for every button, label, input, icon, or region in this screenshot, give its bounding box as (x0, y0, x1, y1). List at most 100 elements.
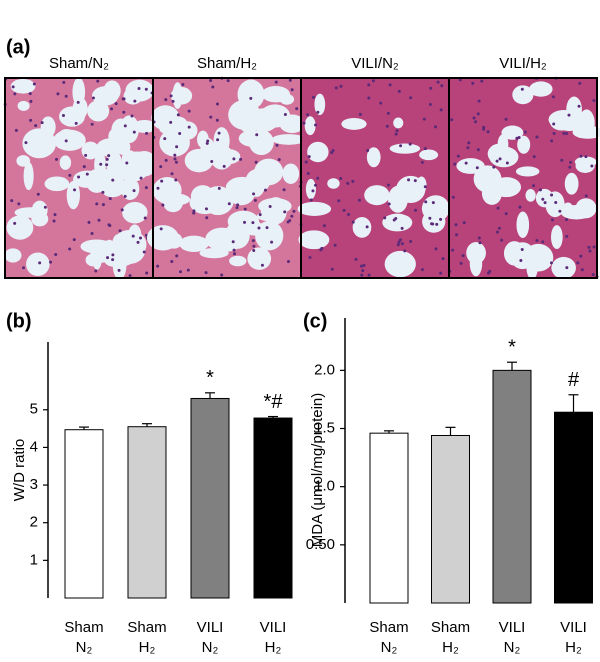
nucleus (394, 132, 398, 136)
alveolus (218, 149, 241, 165)
nucleus (110, 107, 114, 111)
nucleus (532, 184, 536, 188)
nucleus (252, 249, 256, 253)
nucleus (591, 273, 595, 277)
nucleus (351, 220, 355, 224)
nucleus (422, 117, 426, 121)
nucleus (567, 113, 571, 117)
nucleus (367, 273, 371, 277)
nucleus (24, 141, 28, 145)
alveolus (57, 128, 76, 148)
nucleus (252, 244, 256, 248)
nucleus (61, 114, 65, 118)
nucleus (552, 122, 556, 126)
y-axis-label: MDA (μmol/mg/protein) (309, 393, 326, 548)
nucleus (132, 189, 136, 193)
nucleus (569, 160, 573, 164)
nucleus (220, 273, 224, 277)
alveolus (304, 116, 316, 136)
image-frame (448, 77, 598, 279)
alveolus (512, 85, 534, 105)
alveolus (305, 178, 316, 200)
nucleus (95, 202, 99, 206)
nucleus (431, 222, 435, 226)
nucleus (383, 216, 387, 220)
nucleus (111, 258, 115, 262)
nucleus (541, 240, 545, 244)
nucleus (365, 225, 369, 229)
alveolus (197, 130, 209, 149)
nucleus (160, 179, 164, 183)
nucleus (216, 138, 220, 142)
nucleus (186, 268, 190, 272)
nucleus (360, 273, 364, 277)
nucleus (388, 83, 392, 87)
alveolus (146, 225, 179, 251)
nucleus (398, 238, 402, 242)
y-tick-label: 1.0 (314, 478, 335, 495)
nucleus (584, 155, 588, 159)
nucleus (351, 179, 355, 183)
image-label: Sham/H₂ (197, 55, 257, 72)
bar (554, 411, 593, 604)
nucleus (175, 145, 179, 149)
x-tick-label: N₂ (202, 639, 219, 656)
nucleus (53, 213, 57, 217)
nucleus (226, 79, 230, 83)
nucleus (72, 238, 76, 242)
nucleus (461, 254, 465, 258)
x-tick-label: H₂ (139, 639, 156, 656)
nucleus (306, 113, 310, 117)
nucleus (532, 155, 536, 159)
alveolus (525, 189, 536, 202)
nucleus (504, 117, 508, 121)
nucleus (217, 131, 221, 135)
y-tick-label: 1 (30, 551, 38, 568)
nucleus (283, 210, 287, 214)
nucleus (392, 218, 396, 222)
nucleus (111, 253, 115, 257)
nucleus (387, 202, 391, 206)
alveolus (85, 253, 101, 267)
y-tick-label: 5 (30, 401, 38, 418)
nucleus (64, 94, 68, 98)
nucleus (55, 157, 59, 161)
nucleus (169, 94, 173, 98)
nucleus (288, 219, 292, 223)
nucleus (36, 192, 40, 196)
nucleus (161, 203, 165, 207)
nucleus (500, 238, 504, 242)
nucleus (565, 132, 569, 136)
nucleus (565, 218, 569, 222)
alveolus (550, 225, 563, 250)
nucleus (192, 211, 196, 215)
nucleus (209, 115, 213, 119)
alveolus (248, 129, 274, 156)
nucleus (277, 158, 281, 162)
nucleus (379, 101, 383, 105)
nucleus (231, 240, 235, 244)
nucleus (139, 236, 143, 240)
nucleus (590, 164, 594, 168)
nucleus (38, 261, 42, 265)
nucleus (339, 177, 343, 181)
alveolus (487, 143, 512, 164)
nucleus (84, 153, 88, 157)
alveolus (529, 81, 553, 97)
nucleus (579, 154, 583, 158)
nucleus (156, 264, 160, 268)
panel-label: (c) (303, 310, 327, 332)
nucleus (414, 208, 418, 212)
nucleus (475, 166, 479, 170)
nucleus (215, 102, 219, 106)
nucleus (505, 161, 509, 165)
nucleus (169, 120, 173, 124)
bar (253, 417, 293, 599)
annotation: # (568, 369, 580, 391)
nucleus (366, 149, 370, 153)
nucleus (587, 245, 591, 249)
nucleus (478, 241, 482, 245)
nucleus (133, 99, 137, 103)
alveolus (10, 78, 36, 94)
nucleus (34, 124, 38, 128)
